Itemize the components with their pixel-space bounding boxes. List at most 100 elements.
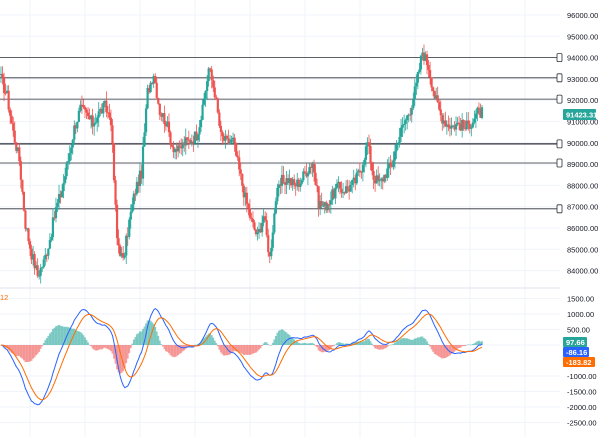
candle-body [360, 171, 363, 173]
level-handle[interactable] [556, 158, 563, 168]
histogram-bar [470, 344, 473, 346]
histogram-bar [380, 345, 383, 350]
level-handle[interactable] [556, 204, 563, 214]
histogram-bar [365, 339, 367, 345]
candle-body [189, 140, 192, 145]
candle-body [415, 82, 418, 87]
candle-body [262, 216, 265, 223]
candle-body [154, 75, 157, 83]
candle-body [276, 187, 279, 202]
candle-body [238, 157, 241, 170]
histogram-bar [210, 335, 213, 345]
histogram-bar [47, 335, 50, 345]
candle-body [149, 82, 152, 93]
macd-tick-label: -2500.00 [567, 419, 597, 428]
macd-lines [0, 307, 483, 406]
candle-body [358, 170, 361, 172]
histogram-bar [125, 345, 128, 364]
candle-body [432, 87, 435, 92]
histogram-bar [206, 335, 209, 345]
price-tick-label: 93000.00 [567, 75, 598, 84]
histogram-bar [400, 338, 402, 345]
histogram-bar [421, 336, 424, 345]
histogram-bar [142, 328, 144, 345]
candle-body [225, 135, 229, 139]
candle-body [370, 163, 374, 171]
candle-body [187, 139, 190, 141]
candle-body [254, 229, 258, 235]
candle-body [125, 235, 128, 256]
level-handle[interactable] [556, 53, 563, 62]
level-handle[interactable] [556, 73, 563, 83]
candle-body [297, 179, 300, 187]
histogram-bar [476, 341, 479, 345]
horizontal-levels[interactable] [0, 53, 563, 214]
candle-body [88, 116, 91, 120]
candle-body [285, 178, 288, 185]
histogram-bar [474, 342, 477, 345]
histogram-bar [410, 339, 413, 345]
price-axis[interactable]: 96000.00 95000.00 94000.00 93000.00 92000.00… [567, 11, 598, 276]
histogram-bar [316, 345, 318, 348]
histogram-bar [459, 345, 462, 348]
candle-body [309, 167, 313, 169]
candle-body [183, 142, 186, 146]
candle-body [428, 69, 432, 78]
candle-body [39, 267, 42, 276]
histogram-bar [296, 341, 299, 345]
histogram-bar [377, 345, 380, 350]
histogram-bar [479, 341, 482, 345]
candle-body [328, 204, 331, 206]
candle-body [12, 123, 15, 131]
candle-body [4, 92, 7, 94]
candle-body [13, 130, 16, 143]
candle-body [53, 217, 56, 219]
histogram-bar [391, 344, 393, 346]
candle-body [387, 163, 390, 169]
histogram-bar [303, 342, 306, 345]
candlestick-series[interactable] [0, 44, 484, 284]
candle-body [18, 147, 21, 162]
level-handle[interactable] [556, 139, 563, 149]
histogram-bar [284, 331, 286, 345]
histogram-bar [194, 344, 196, 346]
candle-body [112, 143, 116, 181]
histogram-bar [85, 339, 88, 345]
histogram-bar [33, 345, 36, 358]
candle-body [444, 120, 447, 127]
candle-body [67, 161, 70, 164]
candle-body [91, 115, 94, 127]
histogram-bar [450, 345, 453, 354]
candle-body [396, 143, 400, 145]
histogram-bar [61, 326, 63, 345]
histogram-bar [207, 333, 210, 345]
candle-body [135, 181, 139, 194]
candle-body [270, 247, 273, 257]
histogram-bar [255, 345, 257, 353]
histogram-bar [108, 345, 111, 350]
histogram-bar [81, 333, 83, 345]
histogram-bar [256, 345, 259, 352]
macd-tick-label: -1500.00 [567, 388, 597, 397]
candle-body [31, 254, 35, 260]
candle-body [160, 114, 163, 117]
histogram-bar [180, 345, 183, 353]
candle-body [435, 95, 438, 99]
histogram-bar [53, 327, 56, 345]
histogram-bar [32, 345, 34, 359]
level-handle[interactable] [556, 94, 563, 104]
macd-indicator-tag[interactable]: 12 [0, 293, 8, 302]
candle-body [268, 252, 271, 257]
candle-body [117, 238, 120, 246]
histogram-bar [64, 326, 67, 345]
candle-body [99, 108, 102, 112]
candle-body [201, 104, 204, 120]
histogram-bar [24, 345, 27, 363]
candle-body [274, 201, 277, 214]
candle-body [7, 90, 10, 110]
histogram-bar [235, 345, 238, 352]
candle-body [335, 183, 339, 188]
candle-body [291, 179, 294, 186]
price-tick-label: 94000.00 [567, 54, 598, 63]
